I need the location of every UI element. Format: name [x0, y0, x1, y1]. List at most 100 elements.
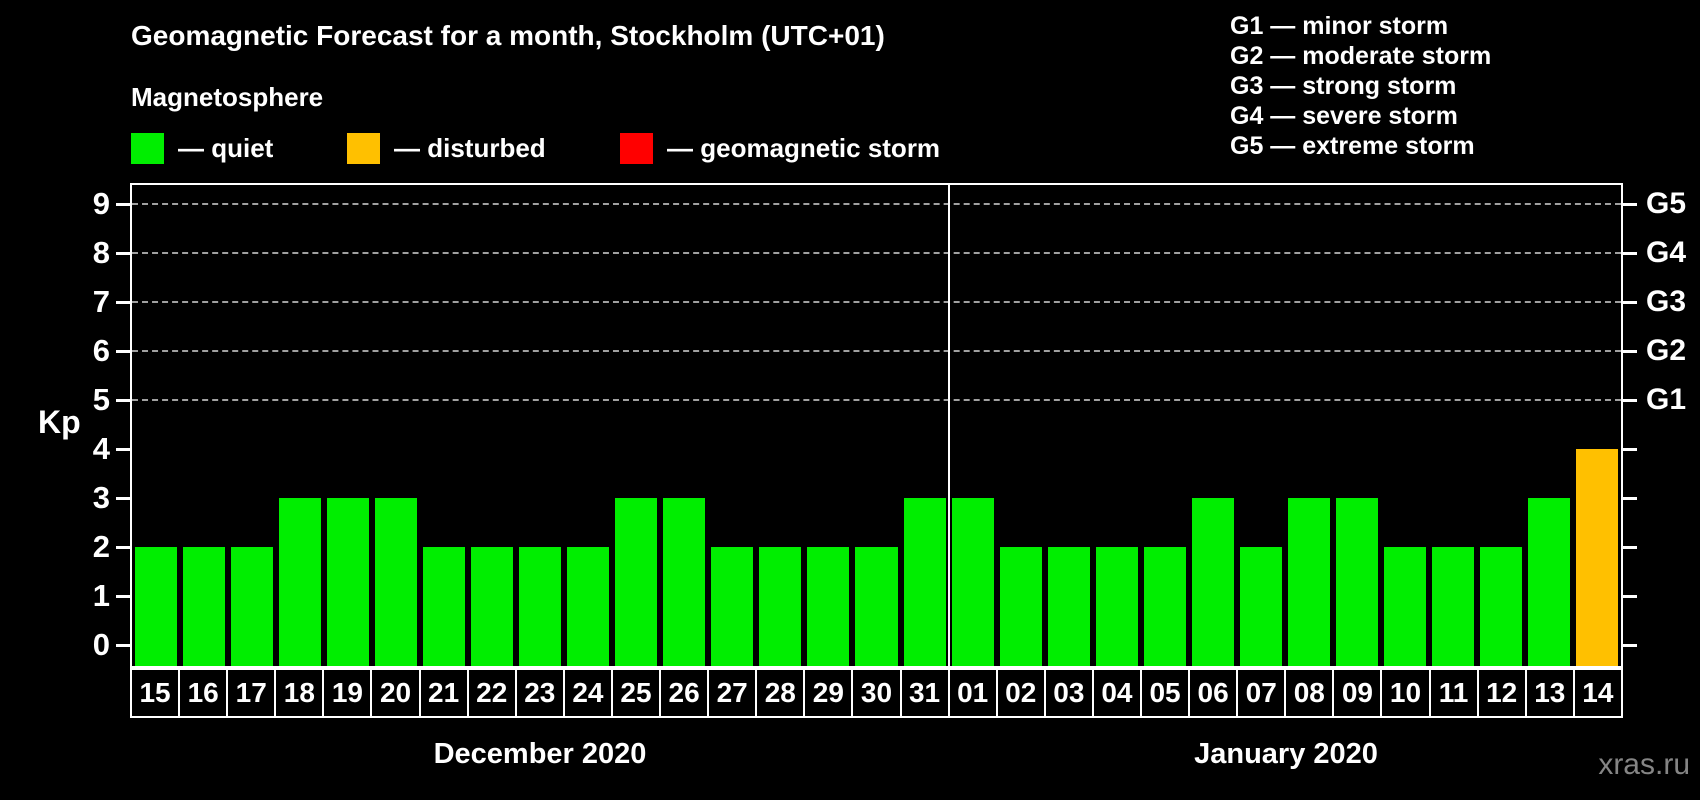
month-label-december: December 2020 [433, 738, 647, 770]
month-divider-line [947, 185, 950, 666]
bar-day-11 [1431, 547, 1474, 666]
bar-day-30 [855, 547, 898, 666]
y-tick-label-7: 7 [92, 284, 110, 319]
bar-day-29 [807, 547, 850, 666]
day-label-03: 03 [1043, 670, 1092, 716]
legend-item-disturbed: — disturbed [347, 133, 546, 164]
gridline-kp9 [132, 203, 1621, 205]
legend-label: — geomagnetic storm [667, 133, 941, 163]
y-tick-left-5 [116, 399, 130, 402]
day-label-21: 21 [418, 670, 467, 716]
bar-day-08 [1287, 498, 1330, 666]
day-label-22: 22 [466, 670, 515, 716]
y-tick-label-8: 8 [92, 235, 110, 270]
y-tick-right-6 [1623, 350, 1637, 353]
day-label-29: 29 [803, 670, 852, 716]
quiet-color-swatch [131, 133, 164, 164]
legend-item-quiet: — quiet [131, 133, 273, 164]
gridline-kp5 [132, 399, 1621, 401]
y-tick-left-6 [116, 350, 130, 353]
right-axis-label-g3: G3 [1646, 285, 1687, 318]
day-label-14: 14 [1572, 670, 1621, 716]
y-tick-left-3 [116, 497, 130, 500]
bar-day-27 [711, 547, 754, 666]
day-label-20: 20 [370, 670, 419, 716]
day-label-07: 07 [1236, 670, 1285, 716]
y-tick-left-1 [116, 595, 130, 598]
legend-item-storm: — geomagnetic storm [620, 133, 940, 164]
right-axis-label-g4: G4 [1646, 236, 1687, 269]
storm-scale-g4: G4 — severe storm [1230, 102, 1458, 130]
bar-day-09 [1335, 498, 1378, 666]
bar-day-26 [663, 498, 706, 666]
y-tick-left-9 [116, 203, 130, 206]
y-tick-right-3 [1623, 497, 1637, 500]
y-tick-label-6: 6 [92, 333, 110, 368]
disturbed-color-swatch [347, 133, 380, 164]
bar-day-28 [759, 547, 802, 666]
bar-day-14 [1575, 449, 1618, 666]
plot-area [130, 183, 1623, 668]
storm-scale-g5: G5 — extreme storm [1230, 132, 1475, 160]
y-tick-label-1: 1 [92, 578, 110, 613]
day-label-01: 01 [947, 670, 996, 716]
day-label-23: 23 [514, 670, 563, 716]
day-label-13: 13 [1524, 670, 1573, 716]
storm-color-swatch [620, 133, 653, 164]
gridline-kp7 [132, 301, 1621, 303]
day-label-26: 26 [659, 670, 708, 716]
day-label-16: 16 [178, 670, 227, 716]
bar-day-03 [1047, 547, 1090, 666]
storm-scale-legend: G1 — minor storm G2 — moderate storm G3 … [1230, 11, 1491, 161]
day-label-06: 06 [1188, 670, 1237, 716]
day-label-04: 04 [1091, 670, 1140, 716]
day-label-09: 09 [1332, 670, 1381, 716]
day-label-02: 02 [995, 670, 1044, 716]
y-tick-label-9: 9 [92, 186, 110, 221]
y-tick-label-0: 0 [92, 627, 110, 662]
y-tick-left-7 [116, 301, 130, 304]
y-tick-right-9 [1623, 203, 1637, 206]
y-tick-right-4 [1623, 448, 1637, 451]
storm-scale-g2: G2 — moderate storm [1230, 42, 1492, 70]
bar-day-02 [999, 547, 1042, 666]
bar-day-12 [1479, 547, 1522, 666]
day-label-12: 12 [1476, 670, 1525, 716]
right-axis-label-g5: G5 [1646, 187, 1687, 220]
page-title: Geomagnetic Forecast for a month, Stockh… [131, 20, 885, 51]
day-label-25: 25 [610, 670, 660, 716]
bar-day-05 [1143, 547, 1186, 666]
y-tick-label-5: 5 [92, 382, 110, 417]
y-tick-right-7 [1623, 301, 1637, 304]
y-tick-label-4: 4 [92, 431, 110, 466]
bar-day-18 [279, 498, 322, 666]
day-label-10: 10 [1380, 670, 1429, 716]
y-tick-left-2 [116, 546, 130, 549]
y-tick-left-0 [116, 644, 130, 647]
day-label-18: 18 [274, 670, 323, 716]
chart-subtitle: Magnetosphere [131, 82, 324, 112]
gridline-kp6 [132, 350, 1621, 352]
day-label-27: 27 [707, 670, 756, 716]
bar-day-25 [615, 498, 658, 666]
watermark: xras.ru [1598, 748, 1690, 781]
day-label-05: 05 [1139, 670, 1189, 716]
y-tick-label-2: 2 [92, 529, 110, 564]
bar-day-16 [183, 547, 226, 666]
gridline-kp8 [132, 252, 1621, 254]
day-label-24: 24 [562, 670, 611, 716]
bar-day-06 [1191, 498, 1234, 666]
bar-day-15 [135, 547, 178, 666]
day-label-19: 19 [322, 670, 371, 716]
y-tick-label-3: 3 [92, 480, 110, 515]
y-axis-title: Kp [38, 404, 81, 440]
bar-day-13 [1527, 498, 1570, 666]
y-tick-right-8 [1623, 252, 1637, 255]
day-label-28: 28 [755, 670, 804, 716]
y-tick-right-0 [1623, 644, 1637, 647]
day-label-08: 08 [1284, 670, 1333, 716]
bar-day-20 [375, 498, 418, 666]
legend-label: — disturbed [394, 133, 546, 163]
bar-day-10 [1383, 547, 1426, 666]
